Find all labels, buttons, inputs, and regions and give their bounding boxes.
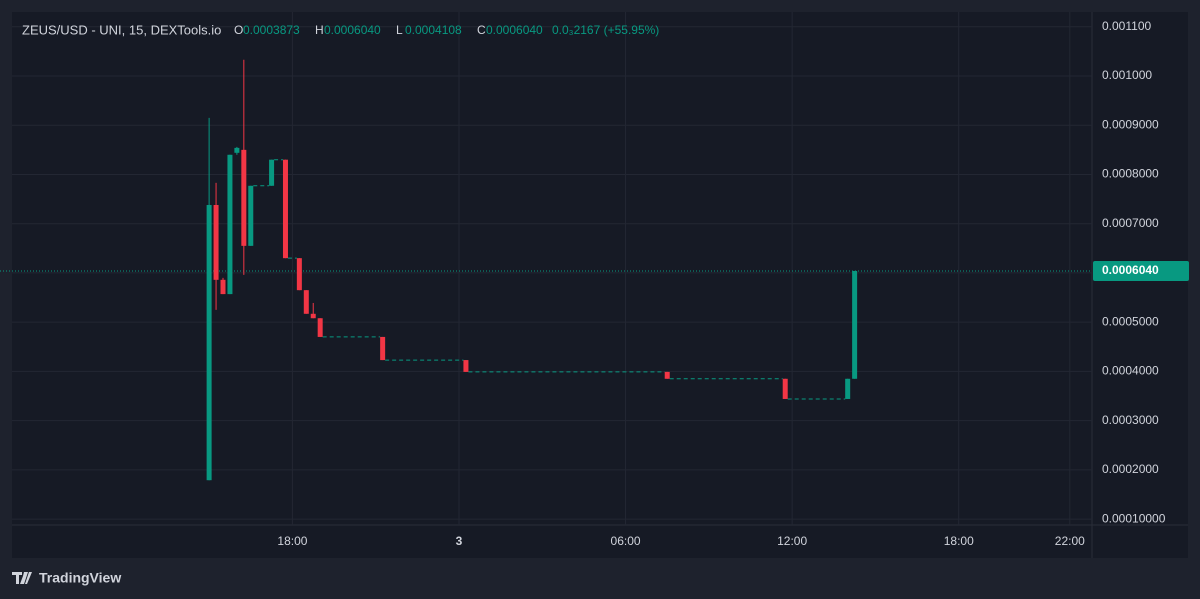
x-tick-label: 06:00 (611, 534, 641, 548)
brand-logo (12, 572, 32, 584)
candle-body (380, 336, 386, 361)
candle-body (463, 360, 469, 372)
chart-pane (12, 12, 1188, 558)
x-tick-label: 22:00 (1055, 534, 1085, 548)
candle-body (241, 149, 247, 246)
y-tick-label: 0.001000 (1102, 68, 1152, 82)
y-tick-label: 0.0009000 (1102, 117, 1159, 131)
legend-change: 0.0₃2167 (+55.95%) (552, 23, 659, 37)
brand: TradingView (12, 570, 121, 586)
y-tick-label: 0.001100 (1102, 19, 1151, 33)
y-tick-label: 0.0008000 (1102, 167, 1159, 181)
chart-title: ZEUS/USD - UNI, 15, DEXTools.io (22, 22, 221, 37)
x-tick-label: 18:00 (277, 534, 307, 548)
candle-body (296, 258, 302, 291)
candle-body (220, 279, 226, 295)
y-tick-label: 0.0004000 (1102, 364, 1159, 378)
legend-value: 0.0006040 (324, 23, 381, 37)
legend-key: O (234, 23, 243, 37)
x-tick-label: 3 (456, 534, 463, 548)
candle-body (845, 378, 851, 399)
last-price-label: 0.0006040 (1102, 263, 1159, 277)
y-tick-label: 0.0003000 (1102, 413, 1159, 427)
candle-body (234, 147, 240, 153)
candle-body (782, 378, 788, 399)
y-tick-label: 0.0002000 (1102, 462, 1159, 476)
candle-body (664, 371, 670, 379)
candle-body (206, 204, 212, 481)
x-tick-label: 12:00 (777, 534, 807, 548)
y-tick-label: 0.00010000 (1102, 511, 1166, 525)
legend-key: L (396, 23, 403, 37)
legend-key: H (315, 23, 324, 37)
candle-body (317, 318, 323, 337)
y-tick-label: 0.0007000 (1102, 216, 1159, 230)
candle-body (227, 154, 233, 295)
candles (206, 59, 858, 481)
legend-value: 0.0003873 (243, 23, 300, 37)
grid (0, 12, 1092, 525)
legend-value: 0.0004108 (405, 23, 462, 37)
legend-key: C (477, 23, 486, 37)
candle-body (213, 204, 219, 280)
candle-body (852, 270, 858, 379)
candle-body (248, 185, 254, 246)
brand-name: TradingView (39, 570, 121, 586)
last-price-tag (1093, 260, 1189, 281)
labels: O 0.0003873 H 0.0006040 L 0.0004108 C 0.0006040… (234, 19, 1189, 548)
candle-body (282, 159, 288, 259)
x-tick-label: 18:00 (944, 534, 974, 548)
legend-value: 0.0006040 (486, 23, 543, 37)
y-tick-label: 0.0005000 (1102, 314, 1159, 328)
candle-body (303, 290, 309, 314)
candle-body (269, 159, 275, 186)
candle-body (310, 313, 316, 319)
